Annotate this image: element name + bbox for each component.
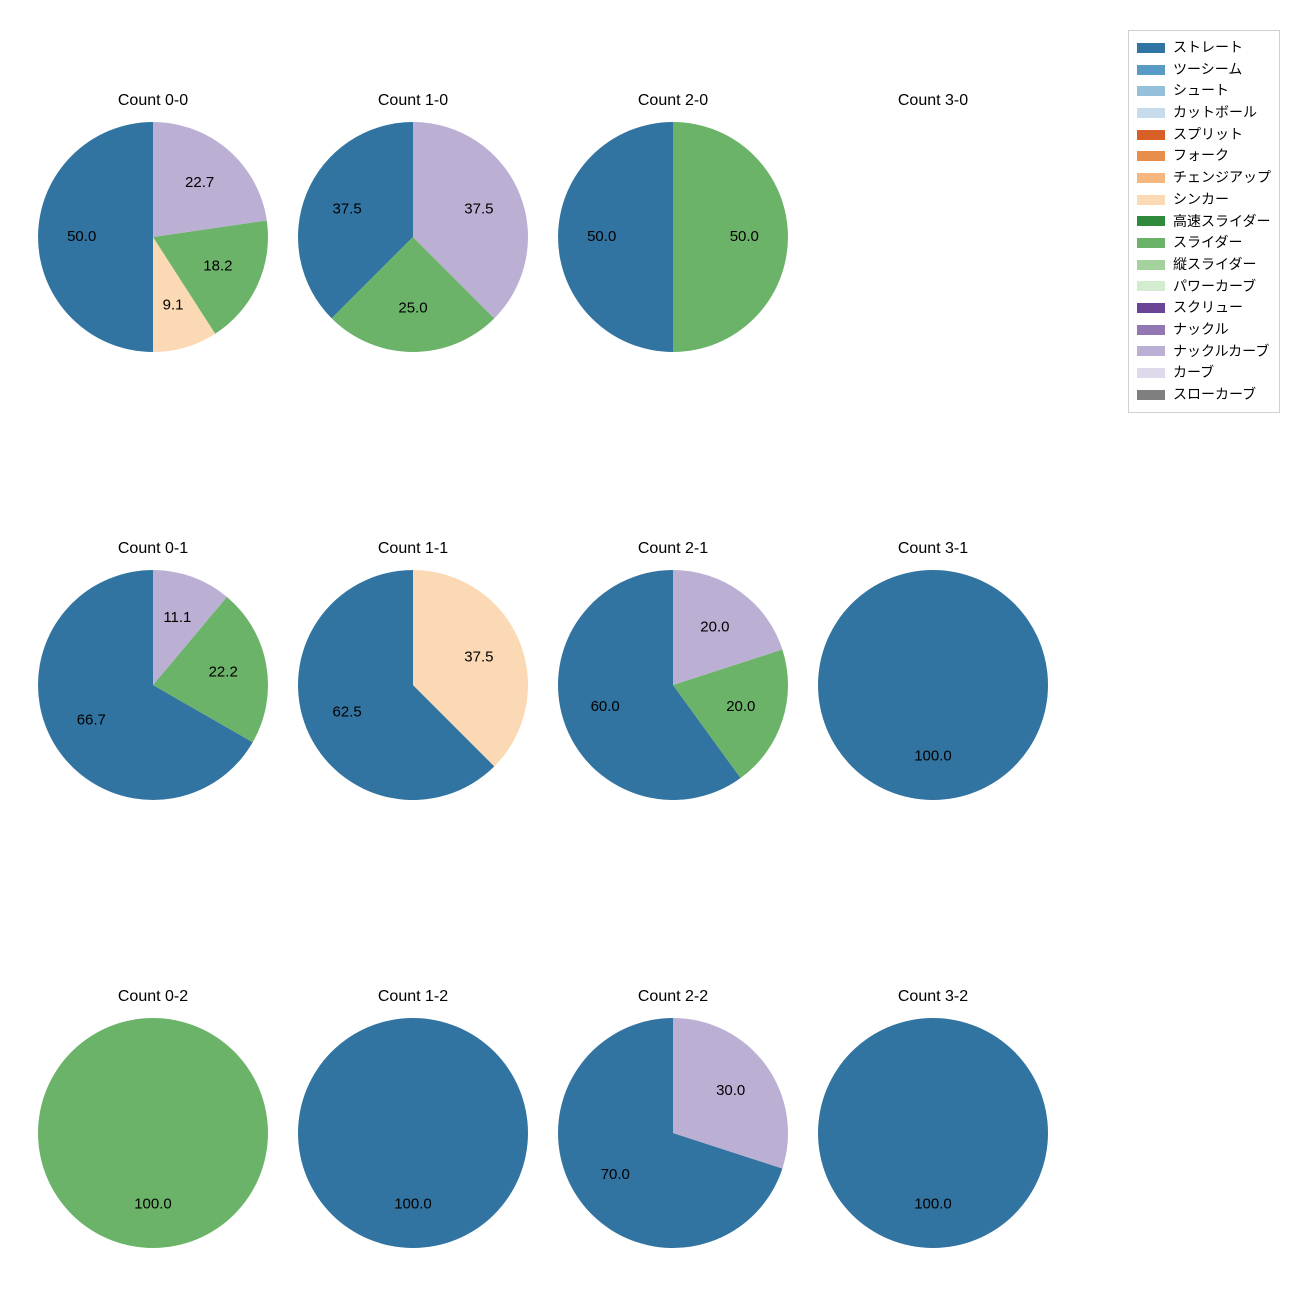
pie-slice-label: 22.2 bbox=[209, 663, 238, 680]
pie-slice-label: 100.0 bbox=[394, 1195, 432, 1212]
pie-slice-label: 11.1 bbox=[163, 609, 191, 626]
legend-swatch bbox=[1137, 108, 1165, 118]
legend-label: ツーシーム bbox=[1173, 59, 1242, 81]
legend-swatch bbox=[1137, 368, 1165, 378]
pie-chart: 100.0 bbox=[763, 515, 1103, 855]
legend-label: ストレート bbox=[1173, 37, 1243, 59]
legend-item: カーブ bbox=[1137, 362, 1271, 384]
legend-item: ナックル bbox=[1137, 319, 1271, 341]
pie-slice-label: 50.0 bbox=[587, 228, 616, 245]
pie-slice-label: 30.0 bbox=[716, 1082, 745, 1099]
legend-item: パワーカーブ bbox=[1137, 276, 1271, 298]
chart-title: Count 3-0 bbox=[763, 92, 1103, 110]
chart-title: Count 3-1 bbox=[763, 540, 1103, 558]
legend-label: ナックル bbox=[1173, 319, 1229, 341]
legend-item: スプリット bbox=[1137, 124, 1271, 146]
pie-slice-label: 18.2 bbox=[203, 258, 232, 275]
legend-swatch bbox=[1137, 303, 1165, 313]
legend-label: スライダー bbox=[1173, 232, 1242, 254]
pie-slice-label: 37.5 bbox=[333, 201, 362, 218]
legend-swatch bbox=[1137, 86, 1165, 96]
legend-item: カットボール bbox=[1137, 102, 1271, 124]
legend-swatch bbox=[1137, 281, 1165, 291]
legend-label: チェンジアップ bbox=[1173, 167, 1271, 189]
legend-swatch bbox=[1137, 195, 1165, 205]
pie-slice bbox=[298, 1018, 528, 1248]
pie-slice-label: 20.0 bbox=[726, 698, 755, 715]
legend-item: チェンジアップ bbox=[1137, 167, 1271, 189]
legend-label: フォーク bbox=[1173, 145, 1229, 167]
legend-swatch bbox=[1137, 130, 1165, 140]
pie-slice-label: 66.7 bbox=[77, 712, 106, 729]
legend-item: ツーシーム bbox=[1137, 59, 1271, 81]
legend-swatch bbox=[1137, 238, 1165, 248]
pie-chart: 100.0 bbox=[763, 963, 1103, 1303]
legend-label: シンカー bbox=[1173, 189, 1229, 211]
legend-item: ストレート bbox=[1137, 37, 1271, 59]
legend-item: スローカーブ bbox=[1137, 384, 1271, 406]
pie-chart-panel: Count 3-0 bbox=[763, 67, 1103, 407]
legend-label: パワーカーブ bbox=[1173, 276, 1256, 298]
pie-slice-label: 100.0 bbox=[914, 747, 952, 764]
pie-slice-label: 60.0 bbox=[591, 698, 620, 715]
pie-slice-label: 22.7 bbox=[185, 174, 214, 191]
legend-item: フォーク bbox=[1137, 145, 1271, 167]
pie-slice-label: 25.0 bbox=[398, 299, 427, 316]
pie-slice-label: 37.5 bbox=[464, 201, 493, 218]
legend-item: スライダー bbox=[1137, 232, 1271, 254]
legend-item: 縦スライダー bbox=[1137, 254, 1271, 276]
pie-slice bbox=[818, 570, 1048, 800]
legend-label: シュート bbox=[1173, 80, 1229, 102]
legend-swatch bbox=[1137, 346, 1165, 356]
legend-swatch bbox=[1137, 260, 1165, 270]
pie-slice-label: 50.0 bbox=[67, 228, 96, 245]
pie-slice-label: 70.0 bbox=[601, 1166, 630, 1183]
legend-label: スクリュー bbox=[1173, 297, 1243, 319]
legend-item: 高速スライダー bbox=[1137, 211, 1271, 233]
pie-slice-label: 37.5 bbox=[464, 649, 493, 666]
legend-item: シュート bbox=[1137, 80, 1271, 102]
legend-swatch bbox=[1137, 43, 1165, 53]
legend-label: スローカーブ bbox=[1173, 384, 1256, 406]
pie-chart-panel: Count 3-2 100.0 bbox=[763, 963, 1103, 1303]
pie-chart-panel: Count 3-1 100.0 bbox=[763, 515, 1103, 855]
pie-slice-label: 100.0 bbox=[134, 1195, 172, 1212]
pie-slice-label: 100.0 bbox=[914, 1195, 952, 1212]
pie-slice bbox=[38, 1018, 268, 1248]
legend-label: カットボール bbox=[1173, 102, 1257, 124]
legend-label: ナックルカーブ bbox=[1173, 341, 1269, 363]
legend: ストレートツーシームシュートカットボールスプリットフォークチェンジアップシンカー… bbox=[1128, 30, 1280, 413]
pie-slice-label: 50.0 bbox=[730, 228, 759, 245]
legend-swatch bbox=[1137, 65, 1165, 75]
chart-title: Count 3-2 bbox=[763, 988, 1103, 1006]
pie-slice-label: 9.1 bbox=[163, 296, 184, 313]
legend-swatch bbox=[1137, 173, 1165, 183]
legend-item: スクリュー bbox=[1137, 297, 1271, 319]
pie-slice-label: 20.0 bbox=[700, 618, 729, 635]
legend-swatch bbox=[1137, 151, 1165, 161]
legend-item: シンカー bbox=[1137, 189, 1271, 211]
legend-label: 高速スライダー bbox=[1173, 211, 1270, 233]
legend-swatch bbox=[1137, 216, 1165, 226]
legend-swatch bbox=[1137, 390, 1165, 400]
legend-label: 縦スライダー bbox=[1173, 254, 1256, 276]
legend-label: カーブ bbox=[1173, 362, 1214, 384]
legend-label: スプリット bbox=[1173, 124, 1243, 146]
pie-slice-label: 62.5 bbox=[333, 703, 362, 720]
pie-slice bbox=[818, 1018, 1048, 1248]
legend-item: ナックルカーブ bbox=[1137, 341, 1271, 363]
legend-swatch bbox=[1137, 325, 1165, 335]
